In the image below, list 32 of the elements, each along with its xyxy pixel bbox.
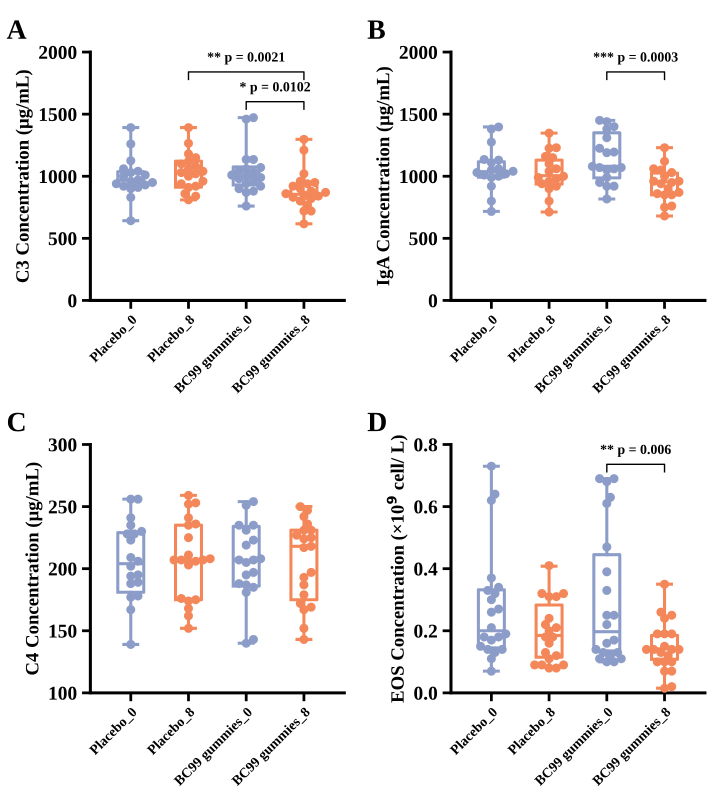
y-tick-label: 500 — [48, 232, 76, 246]
y-axis-title: C4 Concentration (μg/mL) — [25, 462, 42, 675]
y-tick-label: 150 — [50, 624, 76, 638]
y-tick-label: 500 — [409, 232, 438, 246]
chart-title: B — [368, 20, 385, 39]
chart-title: C — [8, 412, 25, 432]
y-tick-label: 0 — [68, 294, 76, 308]
y-tick-label: 100 — [50, 686, 76, 700]
y-axis-title: IgA Concentration (μg/mL) — [376, 67, 394, 286]
y-tick-label: 2000 — [400, 46, 438, 60]
y-tick-label: 2000 — [39, 46, 76, 60]
y-tick-label: 0.0 — [414, 686, 438, 700]
annotation: ** p = 0.0021 — [208, 52, 285, 64]
y-tick-label: 1000 — [40, 170, 76, 184]
y-tick-label: 300 — [48, 438, 76, 452]
y-axis-title: EOS Concentration (×10$^{9}$ cell/ L) — [386, 435, 408, 703]
y-tick-label: 0 — [428, 294, 438, 308]
y-tick-label: 0.6 — [414, 500, 438, 514]
annotation: * p = 0.0102 — [240, 82, 310, 94]
y-tick-label: 0.8 — [414, 438, 438, 452]
y-axis-title: C3 Concentration (μg/mL) — [16, 70, 33, 282]
chart-title: A — [6, 20, 26, 39]
y-tick-label: 0.2 — [414, 624, 437, 638]
annotation: *** p = 0.0003 — [594, 52, 678, 64]
y-tick-label: 250 — [48, 500, 76, 514]
y-tick-label: 1500 — [400, 108, 438, 122]
chart-title: D — [368, 412, 386, 432]
annotation: ** p = 0.006 — [600, 444, 671, 457]
y-tick-label: 0.4 — [414, 562, 438, 576]
y-tick-label: 1500 — [40, 108, 76, 122]
y-tick-label: 1000 — [400, 170, 438, 184]
y-tick-label: 200 — [48, 562, 76, 576]
